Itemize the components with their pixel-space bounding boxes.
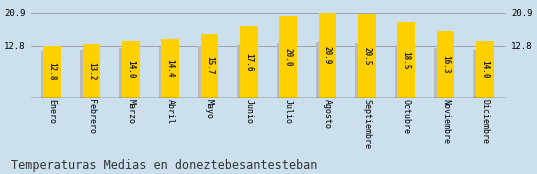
Text: 20.5: 20.5 [362,47,372,65]
Bar [434,48,448,98]
Bar [473,50,487,98]
Text: 14.0: 14.0 [126,60,135,78]
Bar [279,16,297,98]
Text: 14.0: 14.0 [480,60,489,78]
Text: 18.5: 18.5 [402,51,411,69]
Bar [201,34,219,98]
Bar [395,45,408,98]
Bar [316,42,330,98]
Bar [437,31,454,98]
Bar [80,50,93,98]
Bar [161,39,179,98]
Bar [43,46,61,98]
Bar [119,48,133,98]
Text: 14.4: 14.4 [165,59,175,78]
Text: Temperaturas Medias en doneztebesantesteban: Temperaturas Medias en doneztebesanteste… [11,159,317,172]
Text: 17.6: 17.6 [244,53,253,71]
Bar [358,14,376,98]
Text: 12.8: 12.8 [48,62,57,81]
Text: 15.7: 15.7 [205,56,214,75]
Text: 20.0: 20.0 [284,48,293,66]
Bar [83,44,100,98]
Text: 20.9: 20.9 [323,46,332,64]
Bar [240,26,258,98]
Bar [355,43,369,98]
Bar [318,13,336,98]
Bar [158,47,172,98]
Text: 13.2: 13.2 [87,62,96,80]
Bar [237,45,251,98]
Text: 16.3: 16.3 [441,55,450,74]
Bar [397,22,415,98]
Bar [476,41,494,98]
Bar [122,41,140,98]
Bar [198,46,212,98]
Bar [41,51,54,98]
Bar [277,43,291,98]
